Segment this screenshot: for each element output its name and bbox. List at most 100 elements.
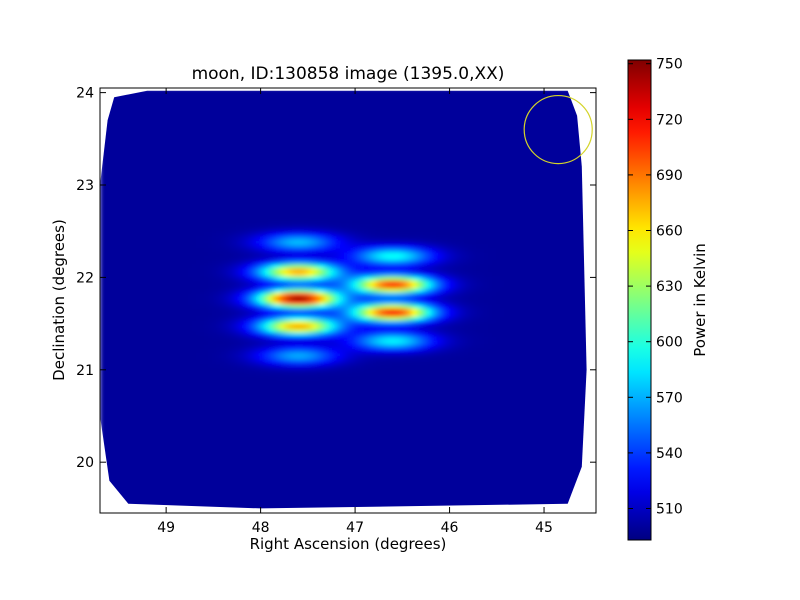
heat-cell [544, 132, 549, 137]
heat-cell [108, 236, 113, 241]
heat-cell [332, 184, 337, 189]
heat-cell [384, 192, 389, 197]
heat-cell [468, 180, 473, 185]
heat-cell [132, 132, 137, 137]
heat-cell [124, 168, 129, 173]
heat-cell [132, 216, 137, 221]
heat-cell [140, 220, 145, 225]
heat-cell [256, 148, 261, 153]
heat-cell [284, 208, 289, 213]
heat-cell [112, 96, 117, 101]
heat-cell [216, 132, 221, 137]
heat-cell [360, 104, 365, 109]
heat-cell [180, 240, 185, 245]
heat-cell [228, 92, 233, 97]
heat-cell [236, 208, 241, 213]
heat-cell [212, 236, 217, 241]
heat-cell [336, 90, 341, 93]
heat-cell [540, 188, 545, 193]
heat-cell [364, 244, 369, 249]
heat-cell [264, 232, 269, 237]
heat-cell [372, 136, 377, 141]
heat-cell [428, 168, 433, 173]
heat-cell [316, 224, 321, 229]
heat-cell [148, 192, 153, 197]
heat-cell [380, 220, 385, 225]
heat-cell [112, 236, 117, 241]
heat-cell [188, 90, 193, 93]
heat-cell [484, 128, 489, 133]
heat-cell [500, 100, 505, 105]
heat-cell [388, 96, 393, 101]
heat-cell [184, 236, 189, 241]
heat-cell [448, 192, 453, 197]
heat-cell [376, 90, 381, 93]
heat-cell [296, 112, 301, 117]
heat-cell [492, 144, 497, 149]
heat-cell [428, 228, 433, 233]
heat-cell [240, 108, 245, 113]
heat-cell [296, 220, 301, 225]
heat-cell [244, 136, 249, 141]
heat-cell [500, 200, 505, 205]
heat-cell [372, 90, 377, 93]
heat-cell [544, 244, 549, 249]
heat-cell [152, 220, 157, 225]
heat-cell [268, 196, 273, 201]
heat-cell [392, 124, 397, 129]
heat-cell [436, 168, 441, 173]
heat-cell [180, 168, 185, 173]
heat-cell [244, 176, 249, 181]
heat-cell [416, 112, 421, 117]
heat-cell [348, 228, 353, 233]
heat-cell [192, 168, 197, 173]
heat-cell [492, 140, 497, 145]
heat-cell [504, 116, 509, 121]
heat-cell [204, 176, 209, 181]
heat-cell [100, 248, 105, 253]
heat-cell [244, 164, 249, 169]
heat-cell [364, 160, 369, 165]
heat-cell [580, 236, 585, 241]
heat-cell [484, 90, 489, 93]
heat-cell [224, 160, 229, 165]
heat-cell [556, 100, 561, 105]
heat-cell [576, 120, 581, 125]
heat-cell [292, 164, 297, 169]
heat-cell [184, 168, 189, 173]
heat-cell [260, 168, 265, 173]
heat-cell [116, 196, 121, 201]
heat-cell [548, 108, 553, 113]
heat-cell [480, 196, 485, 201]
heat-cell [520, 124, 525, 129]
heat-cell [124, 152, 129, 157]
heat-cell [588, 228, 593, 233]
heat-cell [544, 116, 549, 121]
heat-cell [160, 232, 165, 237]
heat-cell [308, 200, 313, 205]
heat-cell [192, 248, 197, 253]
heat-cell [532, 168, 537, 173]
heat-cell [288, 184, 293, 189]
heat-cell [156, 160, 161, 165]
heat-cell [128, 136, 133, 141]
heat-cell [500, 228, 505, 233]
heat-cell [584, 168, 587, 173]
heat-cell [576, 204, 581, 209]
heat-cell [300, 176, 305, 181]
heat-cell [444, 108, 449, 113]
heat-cell [124, 248, 129, 253]
heat-cell [452, 224, 457, 229]
heat-cell [392, 156, 397, 161]
heat-cell [372, 108, 377, 113]
heat-cell [264, 140, 269, 145]
heat-cell [140, 228, 145, 233]
heat-cell [376, 240, 381, 245]
heat-cell [340, 184, 345, 189]
heat-cell [512, 152, 517, 157]
heat-cell [492, 244, 497, 249]
heat-cell [548, 96, 553, 101]
heat-cell [112, 144, 117, 149]
heat-cell [112, 184, 117, 189]
heat-cell [128, 152, 133, 157]
